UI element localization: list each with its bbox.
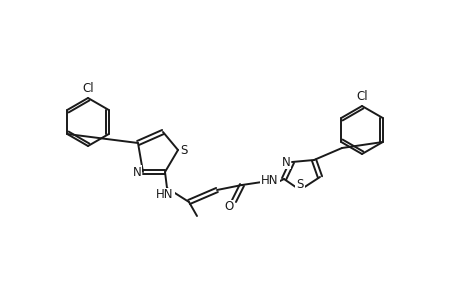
Text: N: N <box>281 155 290 169</box>
Text: S: S <box>296 178 303 190</box>
Text: HN: HN <box>156 188 174 202</box>
Text: O: O <box>224 200 233 214</box>
Text: Cl: Cl <box>355 89 367 103</box>
Text: HN: HN <box>261 175 278 188</box>
Text: N: N <box>132 166 141 178</box>
Text: Cl: Cl <box>82 82 94 94</box>
Text: S: S <box>180 143 187 157</box>
